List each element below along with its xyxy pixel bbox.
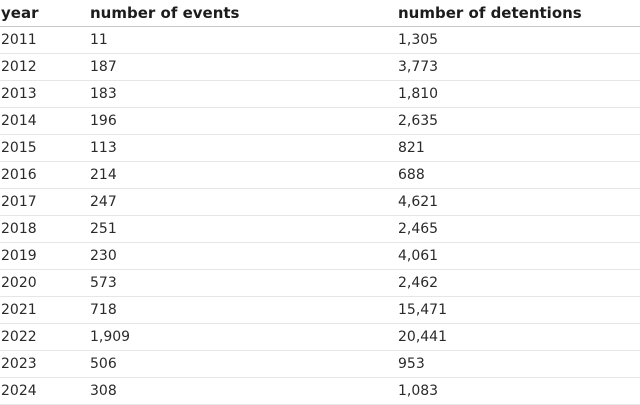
table-body: 2011 11 1,305 2012 187 3,773 2013 183 1,810 2014 1…	[0, 26, 640, 405]
cell-events: 196	[89, 107, 397, 135]
cell-year: 2015	[0, 134, 89, 162]
cell-year: 2021	[0, 296, 89, 324]
cell-year: 2016	[0, 161, 89, 189]
cell-year: 2020	[0, 269, 89, 297]
cell-year: 2017	[0, 188, 89, 216]
cell-events: 573	[89, 269, 397, 297]
cell-year: 2022	[0, 323, 89, 351]
cell-detentions: 2,635	[397, 107, 640, 135]
cell-detentions: 3,773	[397, 53, 640, 81]
cell-events: 308	[89, 377, 397, 405]
cell-events: 187	[89, 53, 397, 81]
table-row: 2023 506 953	[0, 350, 640, 378]
column-header-detentions[interactable]: number of detentions	[397, 0, 640, 27]
cell-year: 2023	[0, 350, 89, 378]
table-row: 2013 183 1,810	[0, 80, 640, 108]
header-row: year number of events number of detentio…	[0, 0, 640, 27]
cell-events: 183	[89, 80, 397, 108]
table-row: 2017 247 4,621	[0, 188, 640, 216]
cell-events: 113	[89, 134, 397, 162]
column-header-year[interactable]: year	[0, 0, 89, 27]
cell-year: 2014	[0, 107, 89, 135]
cell-events: 11	[89, 26, 397, 54]
cell-detentions: 1,810	[397, 80, 640, 108]
cell-year: 2011	[0, 26, 89, 54]
cell-year: 2024	[0, 377, 89, 405]
cell-detentions: 1,305	[397, 26, 640, 54]
table-row: 2021 718 15,471	[0, 296, 640, 324]
cell-detentions: 20,441	[397, 323, 640, 351]
table-row: 2015 113 821	[0, 134, 640, 162]
table-row: 2024 308 1,083	[0, 377, 640, 405]
table-row: 2011 11 1,305	[0, 26, 640, 54]
cell-events: 1,909	[89, 323, 397, 351]
cell-detentions: 15,471	[397, 296, 640, 324]
cell-detentions: 688	[397, 161, 640, 189]
cell-detentions: 4,061	[397, 242, 640, 270]
table-row: 2020 573 2,462	[0, 269, 640, 297]
table-row: 2016 214 688	[0, 161, 640, 189]
cell-year: 2019	[0, 242, 89, 270]
cell-year: 2012	[0, 53, 89, 81]
cell-detentions: 821	[397, 134, 640, 162]
table-row: 2022 1,909 20,441	[0, 323, 640, 351]
cell-events: 506	[89, 350, 397, 378]
cell-year: 2018	[0, 215, 89, 243]
table-header: year number of events number of detentio…	[0, 0, 640, 27]
cell-events: 718	[89, 296, 397, 324]
cell-events: 214	[89, 161, 397, 189]
cell-detentions: 953	[397, 350, 640, 378]
cell-events: 247	[89, 188, 397, 216]
table-row: 2014 196 2,635	[0, 107, 640, 135]
cell-detentions: 1,083	[397, 377, 640, 405]
table-row: 2019 230 4,061	[0, 242, 640, 270]
cell-detentions: 2,465	[397, 215, 640, 243]
cell-events: 251	[89, 215, 397, 243]
table-row: 2018 251 2,465	[0, 215, 640, 243]
cell-year: 2013	[0, 80, 89, 108]
cell-detentions: 4,621	[397, 188, 640, 216]
cell-detentions: 2,462	[397, 269, 640, 297]
table-row: 2012 187 3,773	[0, 53, 640, 81]
cell-events: 230	[89, 242, 397, 270]
column-header-events[interactable]: number of events	[89, 0, 397, 27]
